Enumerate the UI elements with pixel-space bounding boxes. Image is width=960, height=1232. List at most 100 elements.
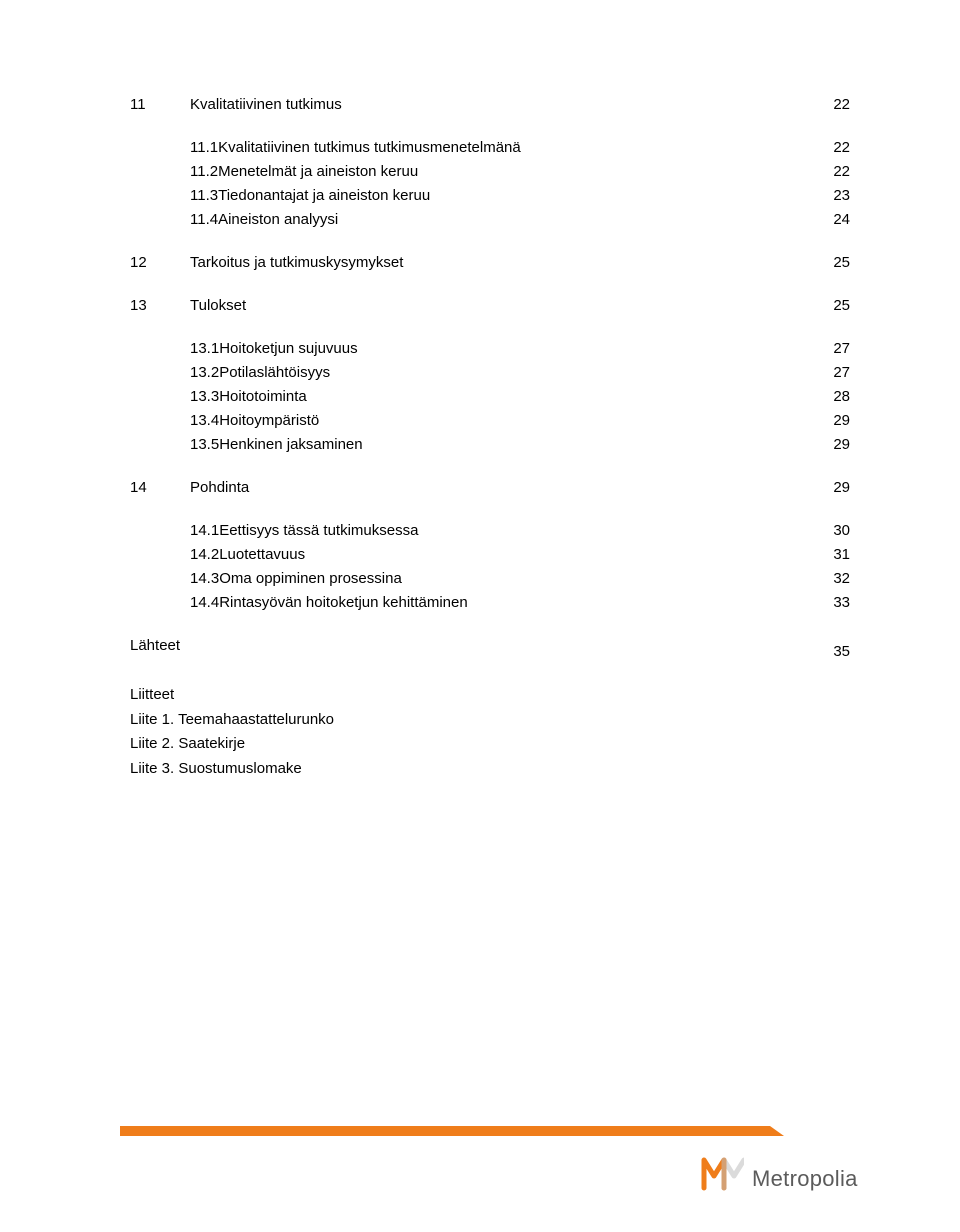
- toc-number: 11.3: [130, 185, 218, 206]
- toc-subsection: 13.5Henkinen jaksaminen 29: [130, 434, 850, 455]
- toc-left: 14.3Oma oppiminen prosessina: [130, 568, 402, 589]
- appendix-block: Liitteet Liite 1. TeemahaastattelurunkoL…: [130, 684, 850, 780]
- toc-subsection: 14.2Luotettavuus 31: [130, 544, 850, 565]
- appendix-item: Liite 3. Suostumuslomake: [130, 758, 850, 781]
- toc-subsection: 13.4Hoitoympäristö29: [130, 410, 850, 431]
- toc-left: 14.1Eettisyys tässä tutkimuksessa: [130, 520, 418, 541]
- toc-section: 13Tulokset 25: [130, 295, 850, 316]
- toc-page-number: 25: [820, 295, 850, 316]
- toc-page-number: 22: [820, 94, 850, 115]
- toc-left: 14.4Rintasyövän hoitoketjun kehittäminen: [130, 592, 468, 613]
- toc-title: Henkinen jaksaminen: [219, 434, 362, 455]
- toc-page-number: 28: [820, 386, 850, 407]
- toc-page-number: 27: [820, 362, 850, 383]
- toc-left: 13.2Potilaslähtöisyys: [130, 362, 330, 383]
- toc-title: Eettisyys tässä tutkimuksessa: [219, 520, 418, 541]
- metropolia-logo: Metropolia: [700, 1148, 890, 1192]
- toc-number: 12: [130, 252, 190, 273]
- toc-number: 11.2: [130, 161, 218, 182]
- toc-page-number: 22: [820, 137, 850, 158]
- toc-subsection: 13.3Hoitotoiminta 28: [130, 386, 850, 407]
- toc-left: 11.4Aineiston analyysi: [130, 209, 338, 230]
- toc-number: 13: [130, 295, 190, 316]
- logo-container: Metropolia: [700, 1148, 890, 1192]
- toc-left: Lähteet: [130, 635, 180, 656]
- appendix-item: Liite 1. Teemahaastattelurunko: [130, 709, 850, 732]
- appendix-item: Liite 2. Saatekirje: [130, 733, 850, 756]
- accent-bar: [120, 1126, 770, 1136]
- toc-title: Hoitoympäristö: [219, 410, 319, 431]
- toc-page-number: 27: [820, 338, 850, 359]
- toc-left: 11.1Kvalitatiivinen tutkimus tutkimusmen…: [130, 137, 521, 158]
- toc-left: 14Pohdinta: [130, 477, 249, 498]
- toc-subsection: 11.3Tiedonantajat ja aineiston keruu 23: [130, 185, 850, 206]
- toc-title: Tiedonantajat ja aineiston keruu: [218, 185, 430, 206]
- logo-text: Metropolia: [752, 1166, 858, 1192]
- toc-page-number: 23: [820, 185, 850, 206]
- toc-page-number: 22: [820, 161, 850, 182]
- toc-page-number: 32: [820, 568, 850, 589]
- toc-page-number: 35: [820, 641, 850, 662]
- toc-title: Aineiston analyysi: [218, 209, 338, 230]
- toc-page-number: 31: [820, 544, 850, 565]
- toc-title: Tarkoitus ja tutkimuskysymykset: [190, 252, 403, 273]
- toc-title: Rintasyövän hoitoketjun kehittäminen: [219, 592, 467, 613]
- toc-number: 11: [130, 94, 190, 115]
- toc-subsection: 11.2Menetelmät ja aineiston keruu 22: [130, 161, 850, 182]
- toc-title: Oma oppiminen prosessina: [219, 568, 402, 589]
- toc-title: Kvalitatiivinen tutkimus tutkimusmenetel…: [218, 137, 521, 158]
- toc-number: 13.1: [130, 338, 219, 359]
- toc-title: Hoitotoiminta: [219, 386, 307, 407]
- toc-subsection: 13.2Potilaslähtöisyys 27: [130, 362, 850, 383]
- toc-number: 13.2: [130, 362, 219, 383]
- toc-left: 13.5Henkinen jaksaminen: [130, 434, 363, 455]
- toc-left: 14.2Luotettavuus: [130, 544, 305, 565]
- toc-left: 12Tarkoitus ja tutkimuskysymykset: [130, 252, 403, 273]
- toc-number: 14.3: [130, 568, 219, 589]
- toc-subsection: 14.4Rintasyövän hoitoketjun kehittäminen…: [130, 592, 850, 613]
- appendix-heading: Liitteet: [130, 684, 850, 707]
- toc-page-number: 30: [820, 520, 850, 541]
- toc-title: Menetelmät ja aineiston keruu: [218, 161, 418, 182]
- toc-number: 11.1: [130, 137, 218, 158]
- toc-title: Pohdinta: [190, 477, 249, 498]
- toc-title: Lähteet: [130, 635, 180, 656]
- toc-title: Luotettavuus: [219, 544, 305, 565]
- toc-title: Hoitoketjun sujuvuus: [219, 338, 357, 359]
- toc-title: Kvalitatiivinen tutkimus: [190, 94, 342, 115]
- toc-number: 13.5: [130, 434, 219, 455]
- toc-subsection: 14.1Eettisyys tässä tutkimuksessa 30: [130, 520, 850, 541]
- toc-left: 11.2Menetelmät ja aineiston keruu: [130, 161, 418, 182]
- table-of-contents: 11Kvalitatiivinen tutkimus2211.1Kvalitat…: [130, 94, 850, 662]
- toc-left: 13.4Hoitoympäristö: [130, 410, 319, 431]
- toc-title: Potilaslähtöisyys: [219, 362, 330, 383]
- toc-section: 12Tarkoitus ja tutkimuskysymykset 25: [130, 252, 850, 273]
- toc-left: 13Tulokset: [130, 295, 246, 316]
- toc-section: 11Kvalitatiivinen tutkimus 22: [130, 94, 850, 115]
- toc-page-number: 29: [820, 477, 850, 498]
- toc-number: 13.3: [130, 386, 219, 407]
- toc-section: Lähteet 35: [130, 635, 850, 662]
- toc-subsection: 11.1Kvalitatiivinen tutkimus tutkimusmen…: [130, 137, 850, 158]
- toc-number: 14: [130, 477, 190, 498]
- page-container: 11Kvalitatiivinen tutkimus2211.1Kvalitat…: [0, 0, 960, 1232]
- toc-page-number: 33: [820, 592, 850, 613]
- toc-number: 14.1: [130, 520, 219, 541]
- toc-page-number: 24: [820, 209, 850, 230]
- toc-left: 13.1Hoitoketjun sujuvuus: [130, 338, 358, 359]
- toc-title: Tulokset: [190, 295, 246, 316]
- toc-section: 14Pohdinta 29: [130, 477, 850, 498]
- toc-subsection: 11.4Aineiston analyysi 24: [130, 209, 850, 230]
- toc-left: 13.3Hoitotoiminta: [130, 386, 307, 407]
- toc-number: 14.4: [130, 592, 219, 613]
- toc-page-number: 29: [820, 434, 850, 455]
- toc-number: 11.4: [130, 209, 218, 230]
- metropolia-mark-icon: [700, 1148, 744, 1192]
- toc-subsection: 13.1Hoitoketjun sujuvuus 27: [130, 338, 850, 359]
- toc-left: 11.3Tiedonantajat ja aineiston keruu: [130, 185, 430, 206]
- toc-number: 13.4: [130, 410, 219, 431]
- toc-left: 11Kvalitatiivinen tutkimus: [130, 94, 342, 115]
- toc-page-number: 25: [820, 252, 850, 273]
- toc-number: 14.2: [130, 544, 219, 565]
- toc-subsection: 14.3Oma oppiminen prosessina 32: [130, 568, 850, 589]
